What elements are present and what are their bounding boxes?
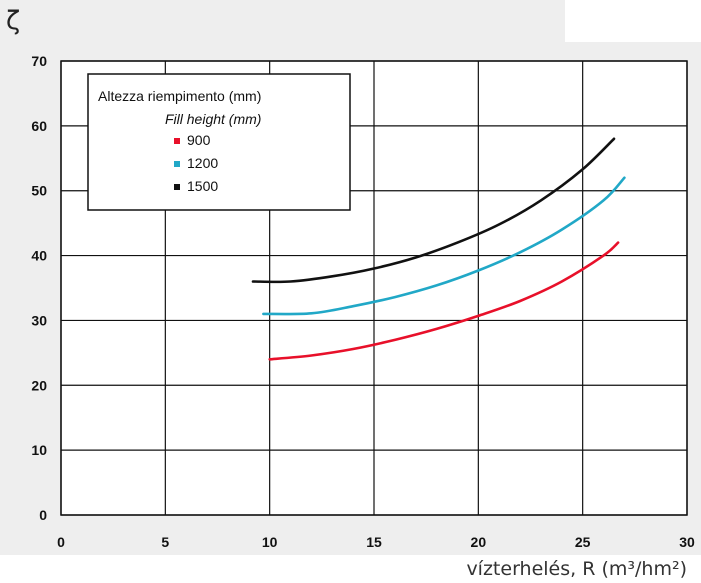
x-axis-label: vízterhelés, R (m³/hm²) [466, 558, 687, 580]
y-tick-label: 10 [31, 442, 47, 458]
x-tick-label: 25 [575, 534, 591, 550]
y-tick-label: 50 [31, 183, 47, 199]
legend-label-900: 900 [187, 132, 211, 148]
legend-label-1500: 1500 [187, 178, 218, 194]
series-line-900 [268, 241, 620, 361]
x-tick-label: 15 [366, 534, 382, 550]
x-tick-label: 10 [262, 534, 278, 550]
legend-box [87, 73, 351, 211]
y-tick-labels: 0 10 20 30 40 50 60 70 [31, 53, 47, 523]
y-axis-label: ζ [6, 6, 21, 36]
y-tick-label: 40 [31, 248, 47, 264]
x-tick-label: 20 [471, 534, 487, 550]
series-line-1500 [251, 137, 616, 284]
y-tick-label: 20 [31, 377, 47, 393]
y-tick-label: 60 [31, 118, 47, 134]
series-line-1200 [262, 176, 626, 316]
legend: Altezza riempimento (mm) Fill height (mm… [87, 73, 351, 211]
legend-swatch-1200 [174, 161, 180, 167]
y-tick-label: 0 [39, 507, 47, 523]
legend-swatch-1500 [174, 184, 180, 190]
y-tick-label: 30 [31, 312, 47, 328]
y-tick-label: 70 [31, 53, 47, 69]
x-tick-labels: 0 5 10 15 20 25 30 [57, 534, 695, 550]
series-lines [251, 137, 626, 361]
x-tick-label: 30 [679, 534, 695, 550]
legend-subtitle: Fill height (mm) [165, 111, 261, 127]
plot-frame [60, 60, 688, 516]
x-tick-label: 0 [57, 534, 65, 550]
legend-title: Altezza riempimento (mm) [98, 88, 261, 104]
legend-swatch-900 [174, 138, 180, 144]
x-tick-label: 5 [161, 534, 169, 550]
y-axis-label-band: ζ [0, 0, 565, 42]
legend-items: 900 1200 1500 [174, 132, 218, 194]
legend-label-1200: 1200 [187, 155, 218, 171]
